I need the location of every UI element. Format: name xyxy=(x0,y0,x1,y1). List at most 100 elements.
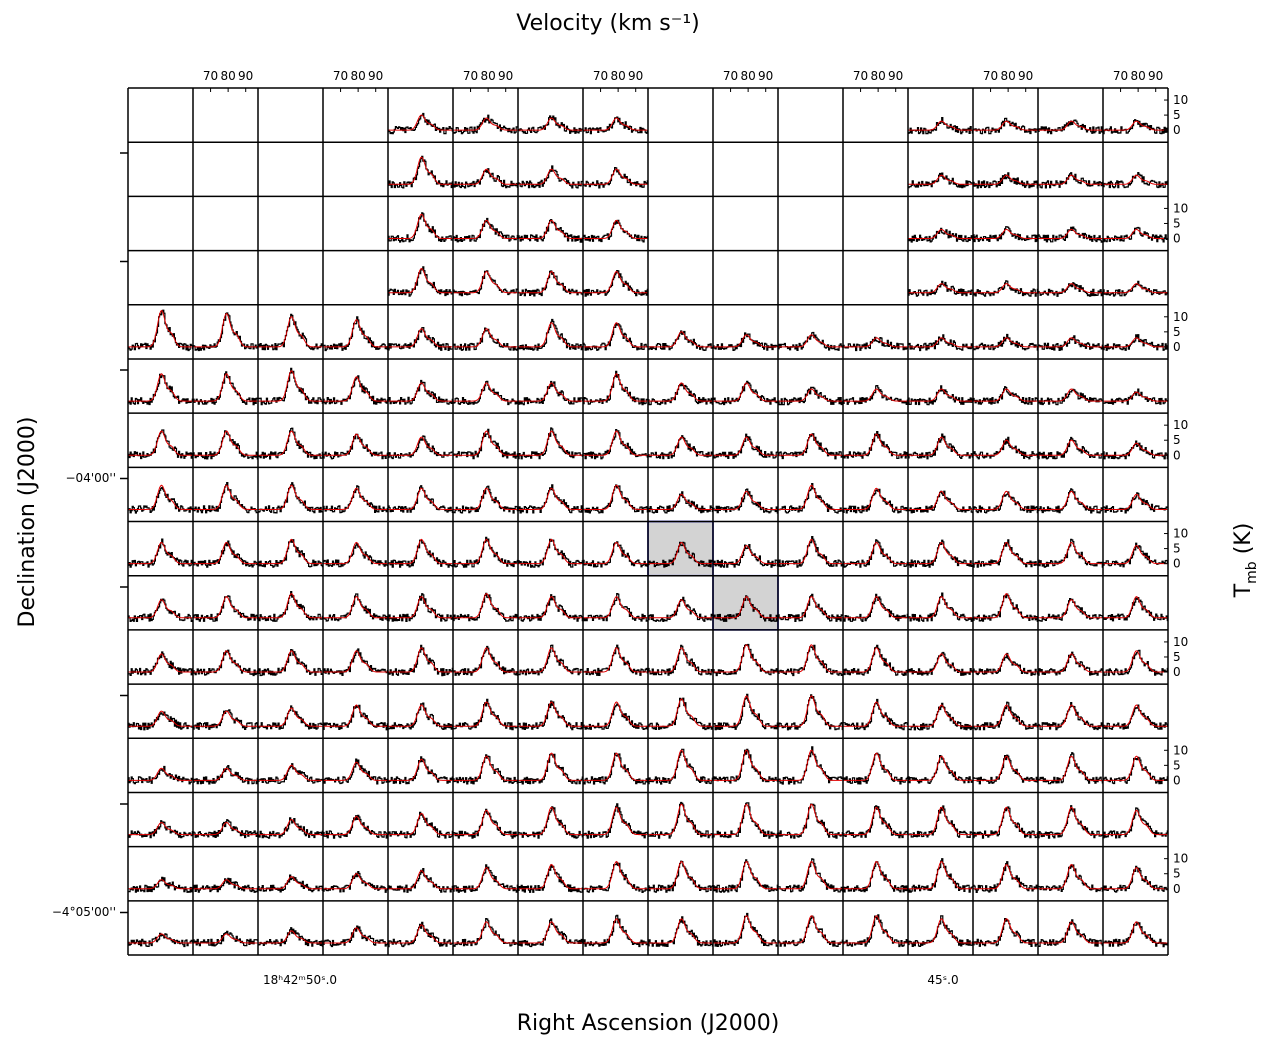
fit xyxy=(518,168,583,185)
fit xyxy=(258,538,323,565)
x-tick-label: 70 xyxy=(593,69,608,83)
fit xyxy=(453,219,518,239)
spectrum xyxy=(258,482,323,514)
fit xyxy=(388,114,453,131)
spectrum xyxy=(388,435,453,460)
fit xyxy=(843,806,908,836)
x-tick-label: 90 xyxy=(628,69,643,83)
spectrum xyxy=(193,649,258,677)
spectrum xyxy=(323,814,388,839)
fit xyxy=(323,704,388,727)
fit xyxy=(258,818,323,836)
spectrum xyxy=(453,808,518,839)
spectrum xyxy=(453,270,518,297)
spectrum xyxy=(518,318,583,351)
fit xyxy=(388,538,453,565)
spectrum xyxy=(713,912,778,947)
fit xyxy=(193,596,258,619)
spectrum xyxy=(323,704,388,731)
spectrum xyxy=(1103,172,1168,189)
x-tick-label: 70 xyxy=(983,69,998,83)
fit xyxy=(388,647,453,673)
spectrum xyxy=(843,644,908,676)
fit xyxy=(1038,863,1103,890)
x-tick-label: 70 xyxy=(203,69,218,83)
spectrum xyxy=(388,485,453,513)
x-tick-label: 90 xyxy=(498,69,513,83)
fit xyxy=(518,701,583,727)
spectrum xyxy=(583,219,648,243)
spectrum xyxy=(128,820,193,839)
spectrum xyxy=(778,536,843,568)
spectrum xyxy=(778,803,843,839)
fit xyxy=(908,704,973,727)
x-tick-label: 90 xyxy=(368,69,383,83)
fit xyxy=(648,436,713,456)
y-tick-label: 5 xyxy=(1173,433,1181,447)
fit xyxy=(778,860,843,890)
fit xyxy=(128,879,193,890)
fit xyxy=(843,860,908,890)
spectrum xyxy=(323,925,388,948)
spectrum xyxy=(453,114,518,135)
y-tick-label: 10 xyxy=(1173,743,1188,757)
fit xyxy=(453,867,518,890)
spectrum xyxy=(1038,119,1103,135)
spectrum xyxy=(778,331,843,351)
y2-axis-label: Tmb (K) xyxy=(1231,523,1260,599)
x-coord-label: 45ˢ.0 xyxy=(927,973,958,987)
fit xyxy=(1103,867,1168,890)
spectrum xyxy=(453,380,518,406)
spectrum xyxy=(453,536,518,568)
fit xyxy=(323,927,388,944)
fit xyxy=(193,541,258,565)
spectrum xyxy=(388,266,453,297)
spectrum xyxy=(1103,119,1168,135)
fit xyxy=(1103,337,1168,348)
spectrum xyxy=(1103,334,1168,351)
x-tick-label: 80 xyxy=(610,69,625,83)
spectrum xyxy=(973,861,1038,893)
fit xyxy=(908,120,973,131)
spectrum xyxy=(1103,865,1168,893)
spectrum xyxy=(713,802,778,839)
spectrum xyxy=(518,538,583,568)
fit xyxy=(258,315,323,348)
y-tick-label: 5 xyxy=(1173,108,1181,122)
spectrum xyxy=(648,860,713,893)
spectrum xyxy=(973,918,1038,947)
fit xyxy=(583,701,648,727)
spectrum xyxy=(648,748,713,785)
fit xyxy=(778,644,843,673)
spectrum xyxy=(1038,282,1103,297)
spectrum xyxy=(518,806,583,839)
fit xyxy=(973,490,1038,510)
spectrum xyxy=(388,702,453,730)
fit xyxy=(843,701,908,727)
fit xyxy=(908,755,973,781)
y-tick-label: 0 xyxy=(1173,340,1181,354)
y-tick-label: 0 xyxy=(1173,448,1181,462)
x-tick-label: 90 xyxy=(758,69,773,83)
spectrum xyxy=(908,702,973,731)
fit xyxy=(323,541,388,565)
fit xyxy=(713,490,778,510)
x-tick-label: 70 xyxy=(1113,69,1128,83)
spectrum xyxy=(323,648,388,676)
spectrum xyxy=(258,539,323,568)
fit xyxy=(518,219,583,239)
spectrum xyxy=(323,871,388,893)
spectrum xyxy=(973,226,1038,243)
fit xyxy=(713,749,778,781)
spectrum xyxy=(388,756,453,785)
fit xyxy=(583,596,648,619)
fit xyxy=(1103,704,1168,727)
spectrum xyxy=(128,765,193,785)
spectrum xyxy=(453,645,518,676)
spectrum xyxy=(778,746,843,785)
spectrum xyxy=(583,593,648,622)
x-tick-label: 80 xyxy=(1130,69,1145,83)
spectrum xyxy=(648,801,713,839)
fit xyxy=(128,541,193,565)
spectrum xyxy=(778,858,843,893)
